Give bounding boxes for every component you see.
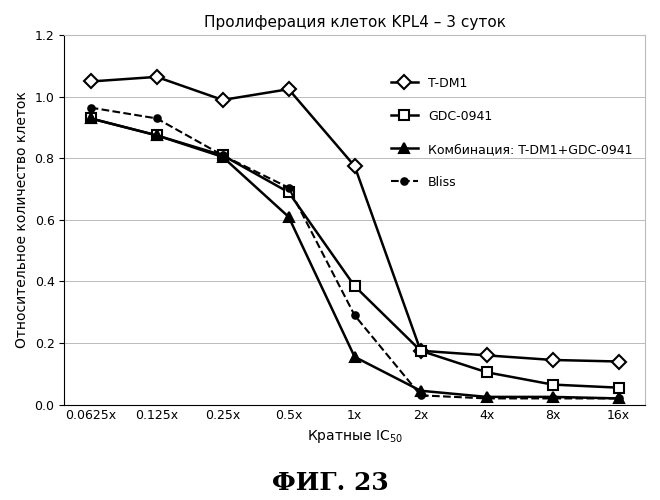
T-DM1	[548, 357, 556, 363]
Bliss	[86, 104, 94, 110]
Комбинация: T-DM1+GDC-0941: (0, 0.93): T-DM1+GDC-0941: (0, 0.93)	[86, 116, 94, 121]
T-DM1	[152, 74, 160, 80]
Комбинация: T-DM1+GDC-0941: (7, 0.025): T-DM1+GDC-0941: (7, 0.025)	[548, 394, 556, 400]
Комбинация: T-DM1+GDC-0941: (2, 0.805): T-DM1+GDC-0941: (2, 0.805)	[218, 154, 226, 160]
Legend: T-DM1, GDC-0941, Комбинация: T-DM1+GDC-0941, Bliss: T-DM1, GDC-0941, Комбинация: T-DM1+GDC-0…	[384, 71, 639, 196]
GDC-0941	[152, 132, 160, 138]
T-DM1	[86, 78, 94, 84]
T-DM1	[350, 163, 358, 169]
T-DM1	[614, 358, 622, 364]
Комбинация: T-DM1+GDC-0941: (4, 0.155): T-DM1+GDC-0941: (4, 0.155)	[350, 354, 358, 360]
Line: T-DM1: T-DM1	[86, 72, 624, 366]
GDC-0941	[218, 152, 226, 158]
Bliss	[548, 396, 556, 402]
Bliss	[482, 396, 490, 402]
T-DM1	[284, 86, 292, 92]
X-axis label: Кратные IC$_{50}$: Кратные IC$_{50}$	[307, 428, 403, 445]
Line: Комбинация: T-DM1+GDC-0941: Комбинация: T-DM1+GDC-0941	[86, 114, 624, 404]
Комбинация: T-DM1+GDC-0941: (3, 0.61): T-DM1+GDC-0941: (3, 0.61)	[284, 214, 292, 220]
GDC-0941	[416, 348, 424, 354]
GDC-0941	[548, 382, 556, 388]
GDC-0941	[614, 384, 622, 390]
Комбинация: T-DM1+GDC-0941: (8, 0.02): T-DM1+GDC-0941: (8, 0.02)	[614, 396, 622, 402]
Комбинация: T-DM1+GDC-0941: (1, 0.875): T-DM1+GDC-0941: (1, 0.875)	[152, 132, 160, 138]
GDC-0941	[86, 116, 94, 121]
GDC-0941	[482, 370, 490, 376]
T-DM1	[416, 348, 424, 354]
Bliss	[218, 152, 226, 158]
Bliss	[350, 312, 358, 318]
Title: Пролиферация клеток KPL4 – 3 суток: Пролиферация клеток KPL4 – 3 суток	[204, 15, 506, 30]
Bliss	[284, 184, 292, 190]
Bliss	[614, 396, 622, 402]
GDC-0941	[284, 190, 292, 196]
GDC-0941	[350, 283, 358, 289]
Y-axis label: Относительное количество клеток: Относительное количество клеток	[15, 92, 29, 348]
Комбинация: T-DM1+GDC-0941: (5, 0.045): T-DM1+GDC-0941: (5, 0.045)	[416, 388, 424, 394]
Комбинация: T-DM1+GDC-0941: (6, 0.025): T-DM1+GDC-0941: (6, 0.025)	[482, 394, 490, 400]
Line: GDC-0941: GDC-0941	[86, 114, 624, 392]
T-DM1	[482, 352, 490, 358]
Bliss	[152, 116, 160, 121]
Text: ФИГ. 23: ФИГ. 23	[272, 471, 388, 495]
T-DM1	[218, 97, 226, 103]
Bliss	[416, 392, 424, 398]
Line: Bliss: Bliss	[87, 104, 622, 402]
